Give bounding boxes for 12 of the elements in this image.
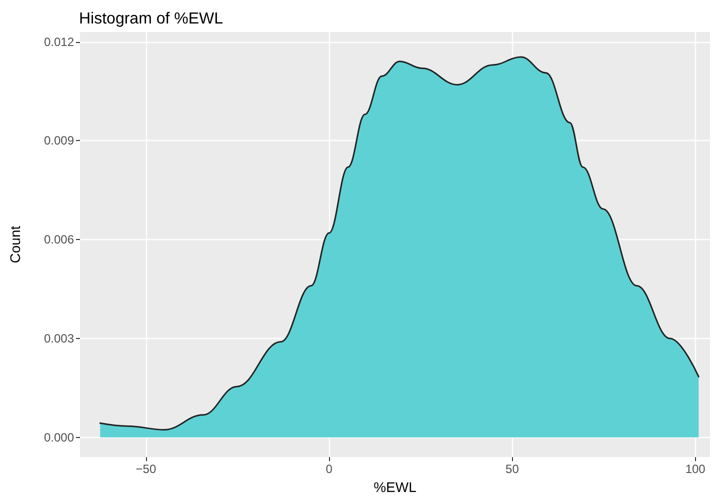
x-tick-label: 0 xyxy=(326,462,333,476)
x-tick-label: 50 xyxy=(506,462,520,476)
x-tick-label: −50 xyxy=(136,462,156,476)
y-tick-label: 0.000 xyxy=(44,430,74,444)
x-tick-label: 100 xyxy=(685,462,706,476)
chart-title: Histogram of %EWL xyxy=(79,10,224,28)
y-tick-label: 0.003 xyxy=(44,331,74,346)
y-axis-title: Count xyxy=(7,226,23,264)
y-tick-label: 0.009 xyxy=(44,134,74,148)
y-tick-label: 0.006 xyxy=(44,232,74,247)
y-tick-label: 0.012 xyxy=(44,34,74,49)
x-axis-title: %EWL xyxy=(374,479,417,495)
